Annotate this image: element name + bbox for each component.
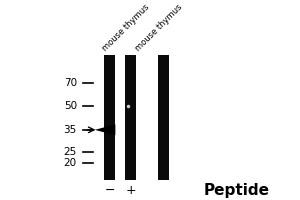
Text: 35: 35	[64, 125, 77, 135]
Text: mouse thymus: mouse thymus	[100, 2, 151, 53]
Text: 70: 70	[64, 78, 77, 88]
Text: 20: 20	[64, 158, 77, 168]
Polygon shape	[95, 124, 116, 135]
Text: +: +	[125, 184, 136, 197]
Bar	[125, 55, 136, 180]
Text: −: −	[104, 184, 115, 197]
Text: mouse thymus: mouse thymus	[133, 2, 184, 53]
Bar	[104, 55, 116, 180]
Bar	[158, 55, 169, 180]
Text: 50: 50	[64, 101, 77, 111]
Text: Peptide: Peptide	[204, 183, 270, 198]
Text: 25: 25	[64, 147, 77, 157]
